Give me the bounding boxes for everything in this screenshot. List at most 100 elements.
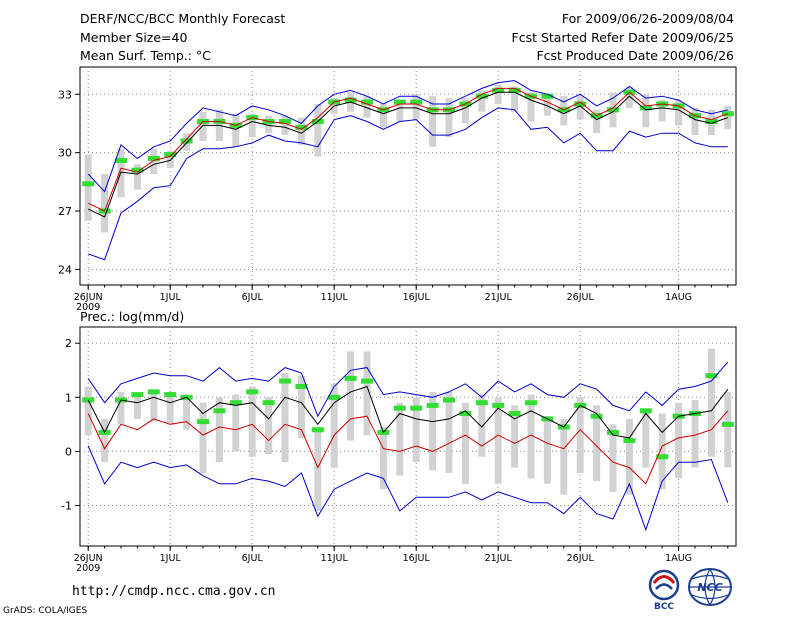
- precipitation-spread-bar: [609, 424, 617, 492]
- precipitation-xtick-label: 11JUL: [321, 553, 349, 564]
- temperature-panel: 24 27 30 33 26JUN 1JUL 6JUL 11JUL 16JUL 21JUL 26JU…: [58, 66, 737, 313]
- temperature-observed-marker: [361, 99, 373, 105]
- precipitation-observed-marker: [246, 389, 259, 395]
- precipitation-xtick-label: 1AUG: [665, 553, 692, 564]
- precipitation-spread-bar: [379, 427, 387, 490]
- precipitation-observed-marker: [361, 378, 373, 384]
- temperature-spread-bar: [84, 154, 92, 221]
- temperature-observed-marker: [492, 87, 505, 93]
- precipitation-spread-bar: [133, 394, 141, 419]
- temperature-observed-marker: [115, 157, 127, 163]
- temperature-spread-bar: [511, 86, 519, 112]
- precipitation-observed-marker: [229, 400, 242, 406]
- temperature-spread-bar: [494, 84, 502, 104]
- temperature-spread-bar: [691, 107, 699, 136]
- temperature-ytick-label: 27: [58, 205, 72, 218]
- temperature-spread-bar: [232, 113, 240, 147]
- precipitation-spread-bar: [363, 351, 371, 436]
- fcst-started-label: Fcst Started Refer Date 2009/06/25: [512, 30, 735, 45]
- precipitation-axis-label: Prec.: log(mm/d): [80, 309, 184, 324]
- temperature-ytick-label: 24: [58, 263, 72, 276]
- precipitation-ytick-label: 2: [65, 337, 72, 350]
- precipitation-spread-bar: [576, 397, 584, 473]
- temperature-observed-marker: [541, 93, 554, 99]
- precipitation-observed-marker: [590, 413, 603, 419]
- grads-credit: GrADS: COLA/IGES: [3, 606, 87, 616]
- temperature-spread-bar: [478, 90, 486, 112]
- temperature-ensemble-mean-line: [87, 91, 728, 218]
- precipitation-xtick-label: 16JUL: [403, 553, 431, 564]
- precipitation-observed-marker: [656, 454, 669, 460]
- temperature-xtick-label: 26JUL: [567, 292, 595, 303]
- svg-text:BCC: BCC: [654, 602, 674, 612]
- precipitation-observed-marker: [131, 392, 144, 398]
- temperature-spread-bar: [658, 100, 666, 122]
- temperature-frame: [79, 66, 737, 286]
- precipitation-observed-marker: [393, 405, 406, 411]
- temperature-spread-bar: [543, 94, 551, 116]
- precipitation-spread-bar: [625, 418, 633, 495]
- precipitation-observed-marker: [459, 411, 472, 417]
- precipitation-spread-bar: [511, 405, 519, 468]
- precipitation-year-label: 2009: [76, 563, 100, 574]
- precipitation-observed-marker: [279, 378, 291, 384]
- temperature-observed-marker: [639, 105, 652, 111]
- precipitation-spread-bar: [117, 391, 125, 425]
- precipitation-observed-marker: [492, 402, 505, 408]
- precipitation-ytick-label: 1: [65, 391, 72, 404]
- precipitation-spread-bar: [560, 418, 568, 495]
- temperature-spread-bar: [281, 115, 289, 136]
- precipitation-observed-marker: [311, 427, 324, 433]
- temperature-spread-bar: [363, 96, 371, 118]
- temperature-spread-bar: [248, 113, 256, 138]
- temperature-observed-marker: [393, 99, 406, 105]
- precipitation-observed-marker: [721, 421, 734, 427]
- precipitation-ensemble-mean-line: [87, 385, 729, 439]
- precipitation-spread-bar: [199, 402, 207, 473]
- source-url: http://cmdp.ncc.cma.gov.cn: [72, 584, 276, 599]
- precipitation-panel: -1 0 1 2 26JUN 1JUL 6JUL 11JUL 16JUL 21JUL 26JUL 1A…: [61, 326, 737, 574]
- temperature-observed-marker: [574, 101, 587, 107]
- temperature-year-label: 2009: [76, 302, 100, 313]
- precipitation-ytick-label: -1: [61, 499, 72, 512]
- figure-title: DERF/NCC/BCC Monthly Forecast: [80, 11, 285, 26]
- temperature-spread-bar: [133, 164, 141, 190]
- precipitation-spread-bar: [724, 391, 732, 468]
- temperature-observed-marker: [82, 181, 95, 187]
- precipitation-spread-bar: [707, 348, 715, 457]
- temperature-spread-bar: [675, 100, 683, 126]
- forecast-period-label: For 2009/06/26-2009/08/04: [562, 11, 734, 26]
- temperature-spread-bar: [593, 109, 601, 134]
- precipitation-spread-bar: [642, 410, 650, 468]
- precipitation-spread-bar: [314, 429, 322, 511]
- temperature-spread-bar: [199, 111, 207, 141]
- fcst-produced-label: Fcst Produced Date 2009/06/26: [536, 48, 734, 63]
- precipitation-spread-bar: [215, 397, 223, 463]
- temperature-xtick-label: 26JUN: [74, 292, 103, 303]
- precipitation-spread-bar: [494, 397, 502, 484]
- temperature-spread-bar: [396, 102, 404, 122]
- precipitation-spread-bar: [248, 386, 256, 457]
- temperature-observed-marker: [344, 97, 357, 103]
- temperature-spread-bar: [429, 96, 437, 147]
- precipitation-spread-bar: [347, 351, 355, 441]
- precipitation-observed-marker: [475, 400, 488, 406]
- precipitation-observed-marker: [410, 405, 423, 411]
- precipitation-spread-bar: [84, 386, 92, 436]
- temperature-control-line: [87, 87, 728, 212]
- precipitation-spread-bar: [166, 394, 174, 425]
- temperature-observed-marker: [279, 119, 291, 124]
- precipitation-spread-bar: [265, 397, 273, 455]
- temperature-spread-bar: [642, 94, 650, 128]
- precipitation-observed-marker: [607, 429, 619, 435]
- precipitation-spread-bar: [183, 394, 191, 430]
- precipitation-observed-marker: [164, 392, 177, 398]
- precipitation-min-member-line: [87, 445, 729, 532]
- precipitation-spread-bar: [150, 391, 158, 422]
- precipitation-xtick-label: 6JUL: [242, 553, 264, 564]
- precipitation-observed-marker: [639, 408, 652, 414]
- precipitation-observed-marker: [344, 375, 357, 381]
- temperature-ytick-label: 33: [58, 88, 72, 101]
- precipitation-spread-bar: [396, 402, 404, 476]
- temperature-observed-marker: [131, 167, 144, 173]
